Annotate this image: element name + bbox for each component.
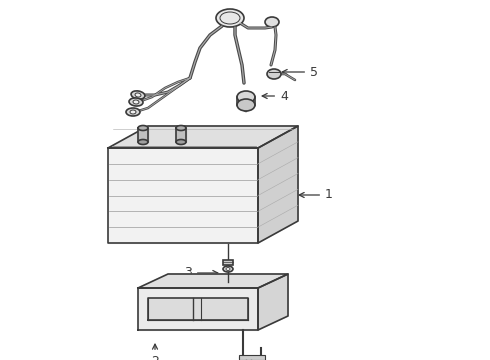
Polygon shape [138,274,288,288]
Polygon shape [258,274,288,330]
Polygon shape [148,298,248,320]
Text: 5: 5 [282,66,318,78]
Polygon shape [138,288,258,330]
Ellipse shape [135,93,141,97]
Ellipse shape [138,126,148,130]
Ellipse shape [131,91,145,99]
Bar [239,355,265,360]
Ellipse shape [133,100,139,104]
Polygon shape [108,148,258,243]
Polygon shape [176,128,186,142]
Ellipse shape [176,139,186,144]
Ellipse shape [237,91,255,103]
Bar [223,260,233,265]
Text: 4: 4 [262,90,288,103]
Ellipse shape [223,266,233,272]
Text: 3: 3 [184,266,218,279]
Ellipse shape [126,108,140,116]
Polygon shape [138,128,148,142]
Ellipse shape [216,9,244,27]
Ellipse shape [237,99,255,111]
Text: 2: 2 [151,344,159,360]
Ellipse shape [226,267,230,270]
Ellipse shape [265,17,279,27]
Polygon shape [108,126,298,148]
Ellipse shape [176,126,186,130]
Text: 1: 1 [299,189,333,202]
Ellipse shape [267,69,281,79]
Ellipse shape [138,139,148,144]
Polygon shape [258,126,298,243]
Ellipse shape [129,98,143,106]
Ellipse shape [130,110,136,114]
